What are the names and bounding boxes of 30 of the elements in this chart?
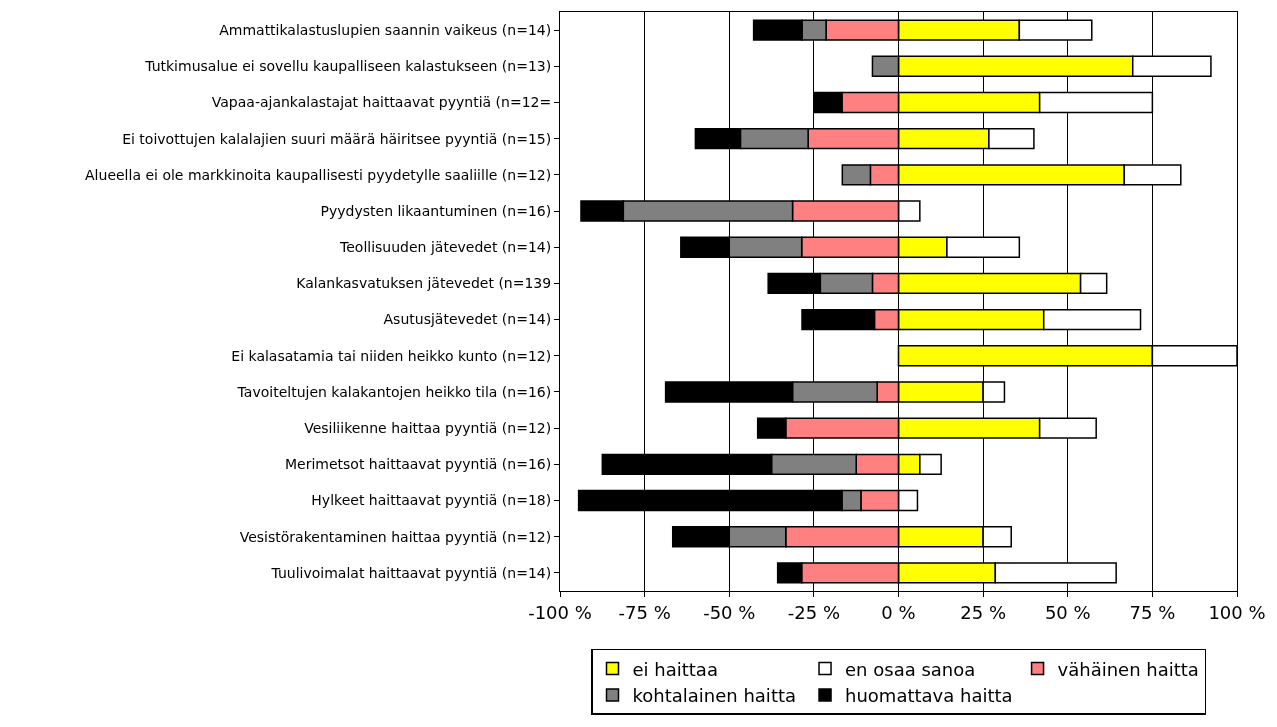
y-tick-label: Hylkeet haittaavat pyyntiä (n=18) <box>311 492 552 509</box>
y-tick-label: Tutkimusalue ei sovellu kaupalliseen kalastukseen (n=13) <box>144 58 552 75</box>
y-tick-label: Tavoiteltujen kalakantojen heikko tila (n=16) <box>236 383 552 400</box>
x-tick-label: -50 % <box>703 601 756 623</box>
y-tick-label: Vapaa-ajankalastajat haittaavat pyyntiä (n=12= <box>211 94 552 111</box>
x-tick-label: -25 % <box>787 601 840 623</box>
y-tick-label: Kalankasvatuksen jätevedet (n=139 <box>296 275 552 292</box>
legend-label: ei haittaa <box>632 658 718 680</box>
legend-label: kohtalainen haitta <box>632 685 797 707</box>
y-tick-label: Teollisuuden jätevedet (n=14) <box>339 239 552 256</box>
x-tick-label: 75 % <box>1129 601 1176 623</box>
x-tick-label: 25 % <box>960 601 1006 623</box>
x-tick-label: 100 % <box>1208 601 1266 623</box>
x-tick-label: 0 % <box>881 601 916 623</box>
x-tick-label: 50 % <box>1044 601 1091 623</box>
y-tick-label: Alueella ei ole markkinoita kaupallisesti pyydetylle saaliille (n=12) <box>85 166 552 183</box>
y-tick-label: Merimetsot haittaavat pyyntiä (n=16) <box>284 456 552 473</box>
y-tick-label: Pyydysten likaantuminen (n=16) <box>320 202 552 219</box>
legend-label: vähäinen haitta <box>1057 658 1199 680</box>
y-tick-label: Asutusjätevedet (n=14) <box>383 311 552 328</box>
y-tick-label: Tuulivoimalat haittaavat pyyntiä (n=14) <box>270 564 552 581</box>
x-tick-label: -100 % <box>528 601 592 623</box>
y-tick-label: Ei kalasatamia tai niiden heikko kunto (n=12) <box>231 347 552 364</box>
legend-label: en osaa sanoa <box>845 658 976 680</box>
y-tick-label: Vesistörakentaminen haittaa pyyntiä (n=12) <box>239 528 552 545</box>
y-tick-label: Ei toivottujen kalalajien suuri määrä häiritsee pyyntiä (n=15) <box>122 130 552 147</box>
legend-label: huomattava haitta <box>845 685 1013 707</box>
x-tick-label: -75 % <box>618 601 671 623</box>
y-tick-label: Vesiliikenne haittaa pyyntiä (n=12) <box>304 420 552 437</box>
y-tick-label: Ammattikalastuslupien saannin vaikeus (n=14) <box>219 21 552 38</box>
